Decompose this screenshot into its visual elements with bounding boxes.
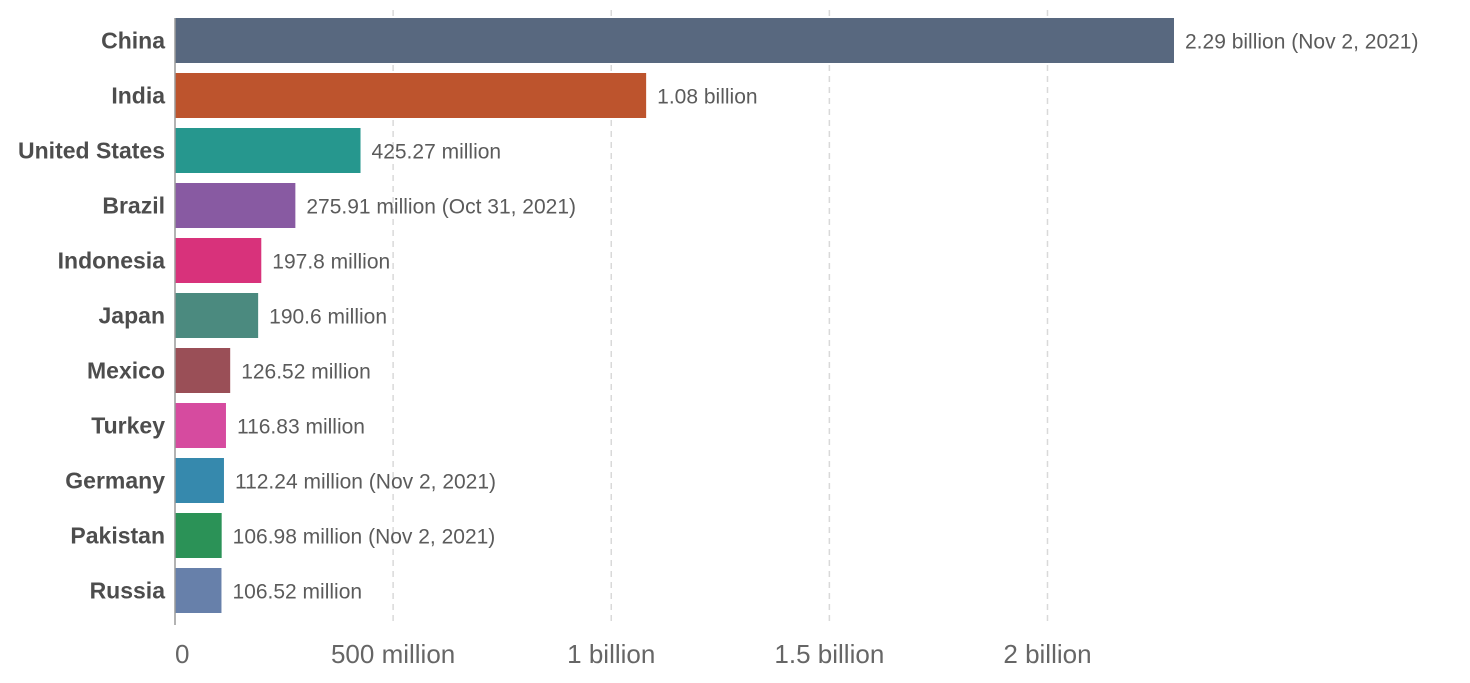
bar (175, 458, 224, 503)
bar (175, 513, 222, 558)
value-label: 425.27 million (372, 141, 502, 164)
bar (175, 293, 259, 338)
category-label: Germany (65, 468, 165, 494)
category-label: Indonesia (58, 248, 166, 274)
bar (175, 348, 231, 393)
x-axis-ticks: 0 500 million 1 billion 1.5 billion 2 billio… (175, 639, 1092, 669)
value-label: 197.8 million (272, 251, 390, 274)
value-label: 1.08 billion (657, 86, 757, 109)
value-labels: 2.29 billion (Nov 2, 2021) 1.08 billion 42… (232, 31, 1418, 604)
category-label: India (111, 83, 165, 109)
category-label: United States (18, 138, 165, 164)
category-label: Japan (99, 303, 165, 329)
category-label: Russia (90, 578, 166, 604)
value-label: 106.98 million (Nov 2, 2021) (233, 526, 496, 549)
x-tick-label: 500 million (331, 639, 455, 669)
x-tick-label: 1.5 billion (774, 639, 884, 669)
bar (175, 568, 222, 613)
bar (175, 128, 361, 173)
bar (175, 73, 647, 118)
bar (175, 403, 226, 448)
value-label: 116.83 million (237, 416, 365, 439)
bars (175, 18, 1174, 613)
value-label: 2.29 billion (Nov 2, 2021) (1185, 31, 1418, 54)
x-tick-label: 1 billion (567, 639, 655, 669)
bar (175, 238, 262, 283)
value-label: 275.91 million (Oct 31, 2021) (306, 196, 576, 219)
category-labels: China India United States Brazil Indonesia Ja… (18, 28, 165, 604)
x-tick-label: 0 (175, 639, 189, 669)
bar (175, 183, 296, 228)
value-label: 190.6 million (269, 306, 387, 329)
category-label: Pakistan (70, 523, 165, 549)
category-label: Turkey (91, 413, 165, 439)
value-label: 126.52 million (241, 361, 371, 384)
value-label: 112.24 million (Nov 2, 2021) (235, 471, 496, 494)
value-label: 106.52 million (232, 581, 362, 604)
x-tick-label: 2 billion (1003, 639, 1091, 669)
category-label: Mexico (87, 358, 165, 384)
category-label: Brazil (102, 193, 165, 219)
bar (175, 18, 1174, 63)
category-label: China (101, 28, 165, 54)
